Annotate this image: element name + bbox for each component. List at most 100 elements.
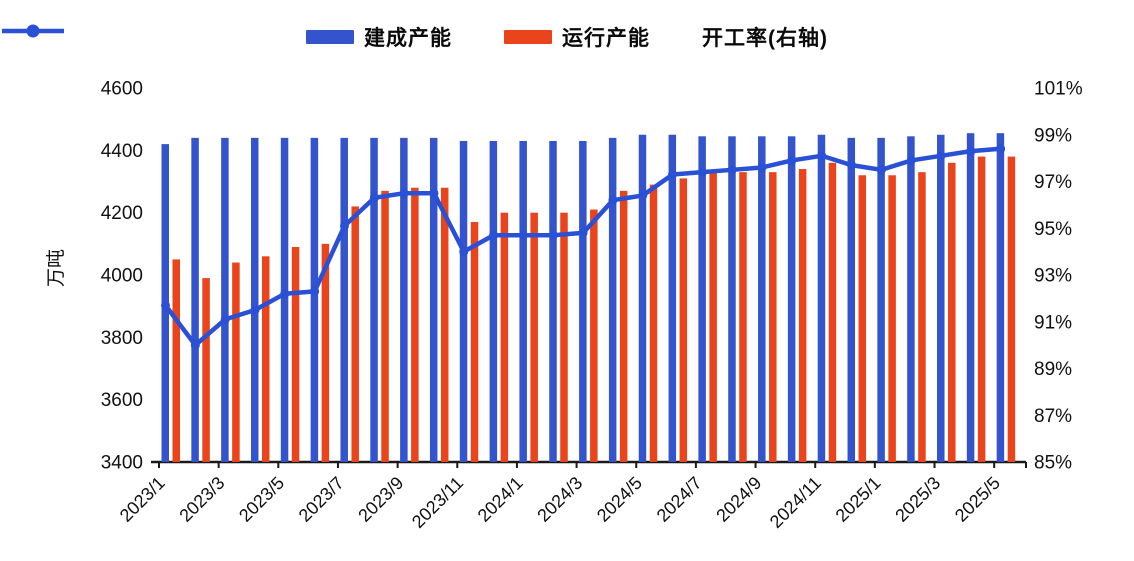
bar-built-capacity [191,137,199,462]
operating-capacity-swatch-icon [504,30,552,44]
operating-rate-marker [697,167,707,177]
right-axis-tick-label: 91% [1034,312,1072,333]
bar-operating-capacity [560,212,568,462]
operating-rate-marker [608,195,618,205]
bar-built-capacity [638,134,647,462]
left-axis-tick-label: 3600 [101,390,143,411]
bar-built-capacity [996,133,1005,463]
left-axis-tick-label: 4200 [101,203,143,224]
legend-item-operating-capacity: 运行产能 [504,22,650,52]
bar-built-capacity [728,136,736,462]
operating-rate-marker [906,155,916,165]
bar-operating-capacity [202,278,210,462]
left-axis-tick-label: 4600 [101,79,143,100]
bar-built-capacity [400,137,408,462]
right-axis-tick-label: 101% [1034,79,1083,100]
x-axis-label: 2024/11 [766,473,825,532]
legend-label-operating-rate: 开工率(右轴) [702,27,828,50]
x-axis-label: 2023/5 [235,473,288,526]
bar-built-capacity [250,137,259,462]
built-capacity-swatch-icon [306,30,354,44]
operating-rate-marker [996,144,1006,154]
operating-rate-marker [847,160,857,170]
bar-built-capacity [459,140,468,462]
bar-operating-capacity [351,206,359,462]
operating-rate-marker [936,151,946,161]
right-axis-tick-label: 95% [1034,219,1072,240]
bar-operating-capacity [858,175,867,462]
x-axis-label: 2023/3 [175,473,228,526]
bar-built-capacity [519,140,527,462]
operating-rate-marker [518,230,528,240]
x-axis-label: 2023/1 [116,473,169,526]
left-axis-tick-label: 3800 [101,328,143,349]
bar-built-capacity [758,136,766,462]
right-axis-tick-label: 97% [1034,172,1072,193]
bar-built-capacity [877,137,885,462]
x-axis-label: 2023/9 [354,473,407,526]
legend-label-operating-capacity: 运行产能 [562,27,650,50]
bar-built-capacity [549,140,557,462]
bar-operating-capacity [828,162,837,463]
bar-built-capacity [489,140,498,462]
bar-built-capacity [310,137,319,462]
operating-rate-marker [668,169,678,179]
bar-operating-capacity [232,262,240,462]
bar-operating-capacity [321,243,330,462]
bar-built-capacity [608,137,617,462]
right-axis-tick-label: 85% [1034,453,1072,474]
bar-operating-capacity [619,190,628,462]
bar-built-capacity [698,136,706,462]
bar-operating-capacity [888,175,896,462]
x-axis-label: 2024/7 [653,473,706,526]
bar-built-capacity [579,140,587,462]
operating-rate-marker [280,289,290,299]
bar-operating-capacity [769,172,777,462]
bar-built-capacity [907,136,915,462]
bar-operating-capacity [381,190,389,462]
legend-item-built-capacity: 建成产能 [306,22,452,52]
x-axis-label: 2025/5 [951,473,1004,526]
bar-operating-capacity [172,259,180,462]
operating-rate-marker [190,340,200,350]
operating-rate-marker [399,188,409,198]
bar-operating-capacity [590,209,598,462]
right-axis-tick-label: 99% [1034,125,1072,146]
operating-rate-marker [578,228,588,238]
bar-operating-capacity [411,187,419,462]
bar-built-capacity [787,136,796,462]
operating-rate-marker [787,155,797,165]
operating-rate-marker [757,162,767,172]
bar-operating-capacity [649,184,658,462]
bar-built-capacity [817,134,826,462]
left-axis-title: 万吨 [45,249,67,287]
bar-built-capacity [340,137,348,462]
bar-built-capacity [668,134,677,462]
legend-label-built-capacity: 建成产能 [364,27,452,50]
operating-rate-marker [429,188,439,198]
operating-rate-marker [489,230,499,240]
bar-operating-capacity [679,178,688,462]
x-axis-label: 2025/3 [891,473,944,526]
x-axis-label: 2023/7 [295,473,348,526]
bar-operating-capacity [739,172,747,462]
operating-rate-marker [727,165,737,175]
left-axis-tick-label: 4400 [101,141,143,162]
bar-operating-capacity [261,256,270,462]
operating-rate-marker [548,230,558,240]
right-axis-tick-label: 87% [1034,406,1072,427]
right-axis-tick-label: 93% [1034,266,1072,287]
bar-built-capacity [937,134,945,462]
bar-operating-capacity [948,162,956,463]
operating-rate-marker [638,191,648,201]
bar-operating-capacity [977,156,986,463]
bar-operating-capacity [291,246,300,462]
bar-built-capacity [221,137,229,462]
operating-rate-marker [817,151,827,161]
bar-built-capacity [966,133,975,463]
bar-built-capacity [847,137,856,462]
bar-operating-capacity [798,169,807,463]
x-axis-label: 2025/1 [832,473,885,526]
operating-rate-marker [161,300,170,310]
